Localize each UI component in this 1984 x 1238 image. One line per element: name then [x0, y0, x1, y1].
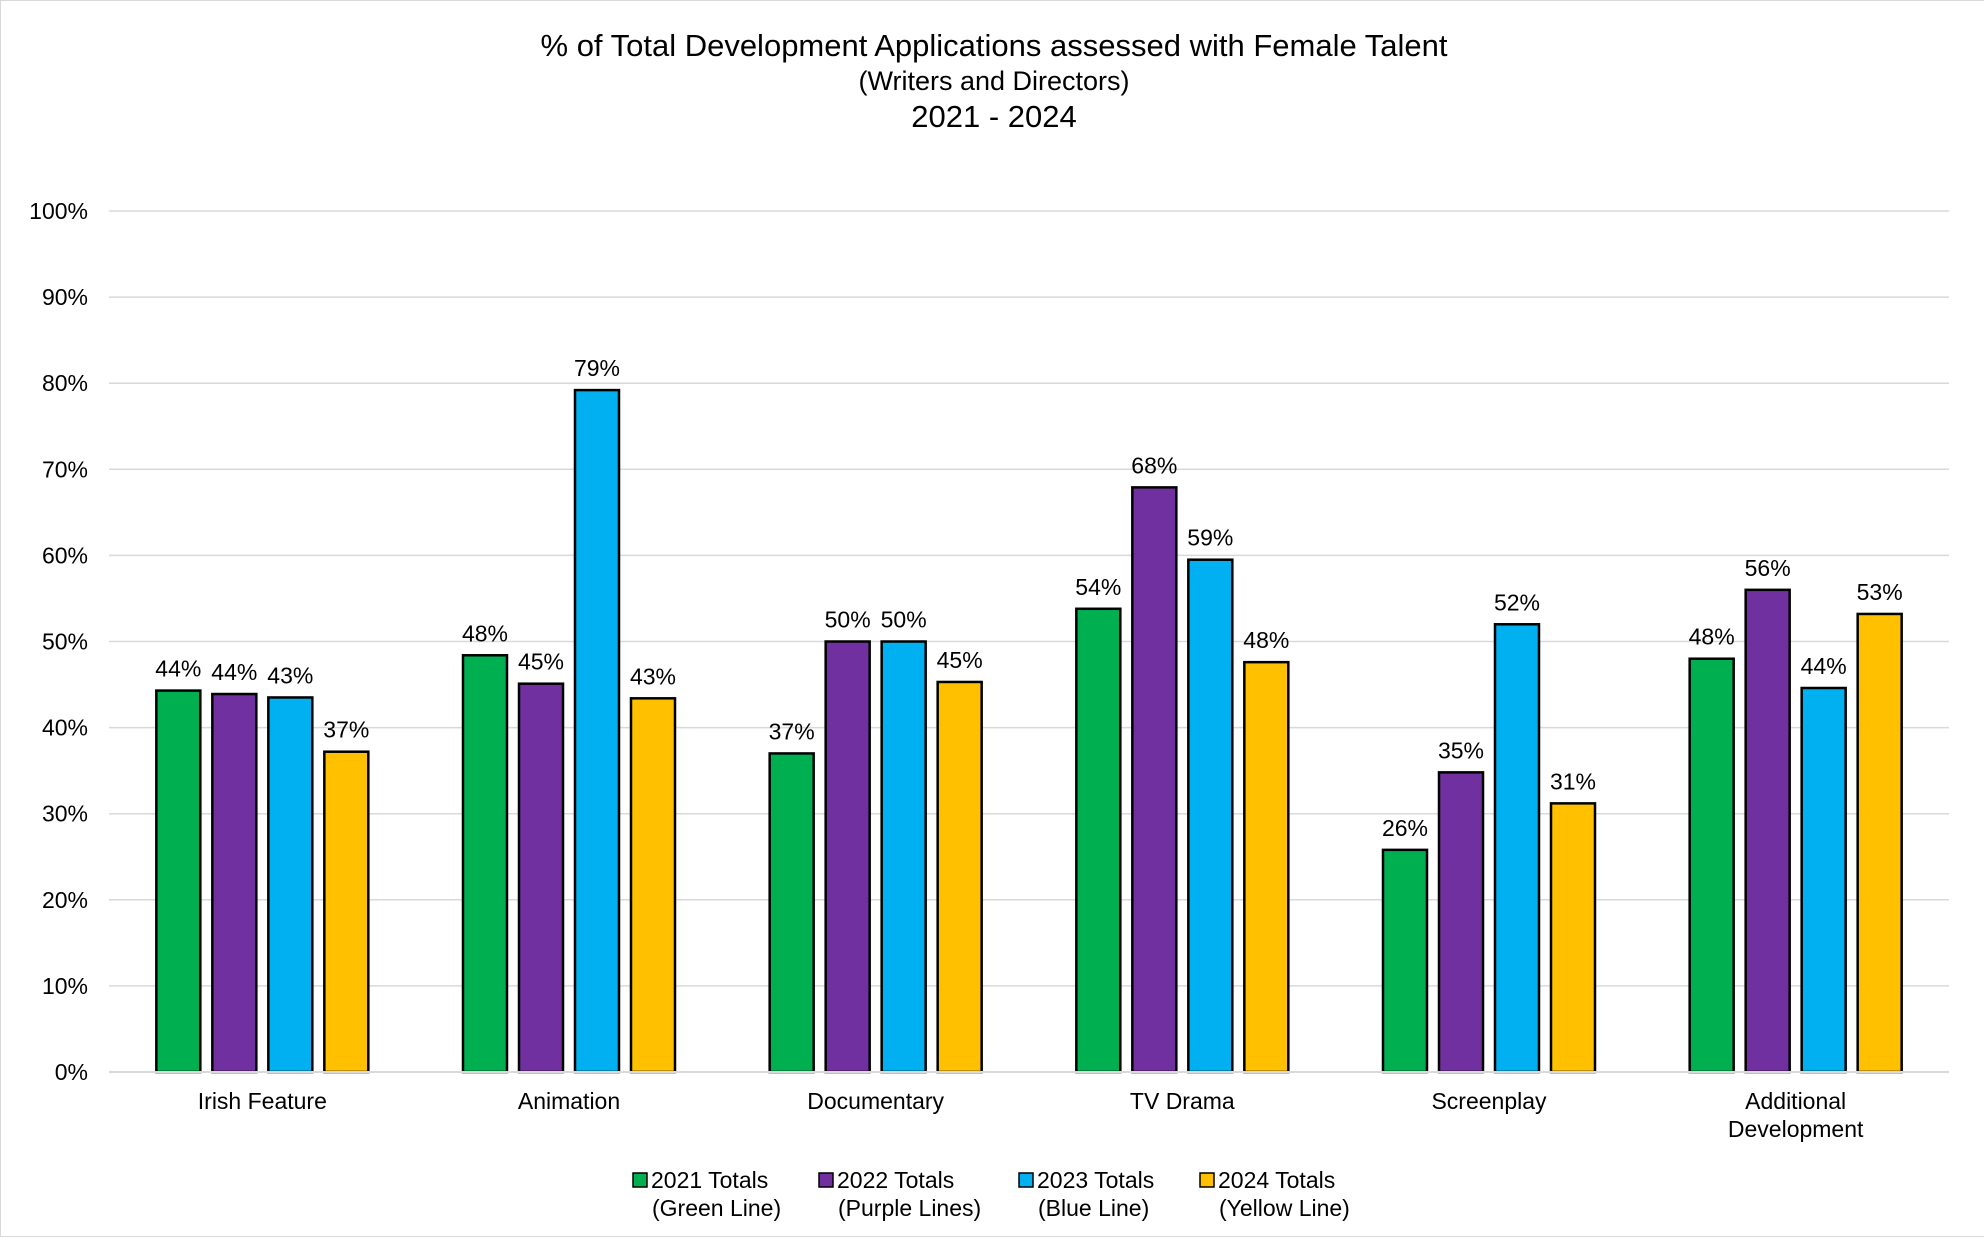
- bar: [936, 680, 983, 1074]
- data-label: 43%: [630, 663, 676, 689]
- category-label: Screenplay: [1431, 1088, 1547, 1114]
- data-label: 44%: [155, 656, 201, 682]
- y-tick-label: 80%: [42, 370, 88, 396]
- y-tick-label: 60%: [42, 542, 88, 568]
- data-label: 26%: [1382, 815, 1428, 841]
- data-label: 43%: [267, 662, 313, 688]
- legend-swatch: [632, 1172, 648, 1188]
- bar: [461, 654, 509, 1074]
- bar: [155, 689, 202, 1074]
- bar: [1856, 612, 1903, 1074]
- y-tick-label: 50%: [42, 629, 88, 655]
- legend-label: (Blue Line): [1038, 1195, 1149, 1221]
- x-axis-category-labels: Irish Feature Animation Documentary TV Dram…: [198, 1088, 1864, 1142]
- bar: [1800, 686, 1847, 1074]
- legend-label: (Green Line): [652, 1195, 781, 1221]
- data-label: 68%: [1131, 452, 1177, 478]
- bar: [517, 682, 565, 1074]
- legend: 2021 Totals(Green Line) 2022 Totals(Purpl…: [632, 1167, 1350, 1221]
- y-axis-tick-labels: 0% 10% 20% 30% 40% 50% 60% 70% 80% 90% 100%: [29, 198, 88, 1085]
- data-label: 52%: [1494, 589, 1540, 615]
- legend-label: 2021 Totals: [651, 1167, 768, 1193]
- y-tick-label: 0%: [55, 1059, 88, 1085]
- bar: [1744, 588, 1791, 1074]
- data-label: 48%: [1689, 624, 1735, 650]
- data-label: 79%: [574, 355, 620, 381]
- data-label: 35%: [1438, 737, 1484, 763]
- chart-year-range: 2021 - 2024: [911, 99, 1076, 134]
- legend-label: 2024 Totals: [1218, 1167, 1335, 1193]
- bar: [880, 640, 927, 1074]
- bar: [629, 697, 677, 1074]
- legend-swatch: [1018, 1172, 1034, 1188]
- bar: [573, 388, 621, 1074]
- gridlines: [109, 210, 1949, 987]
- data-label: 45%: [518, 649, 564, 675]
- bar: [768, 752, 815, 1074]
- bar: [1075, 607, 1122, 1074]
- data-labels: 44% 44% 43% 37% 48% 45% 79% 43% 37% 50% 50% 45% 54% 6…: [155, 355, 1902, 841]
- legend-label: (Yellow Line): [1219, 1195, 1350, 1221]
- bars: [155, 388, 1903, 1074]
- bar: [1187, 558, 1234, 1074]
- bar: [1549, 802, 1597, 1074]
- legend-swatch: [1199, 1172, 1215, 1188]
- chart-subtitle: (Writers and Directors): [858, 66, 1129, 96]
- y-tick-label: 30%: [42, 801, 88, 827]
- y-tick-label: 40%: [42, 715, 88, 741]
- category-label: Development: [1728, 1116, 1864, 1142]
- data-label: 56%: [1745, 555, 1791, 581]
- data-label: 37%: [769, 718, 815, 744]
- data-label: 53%: [1857, 579, 1903, 605]
- data-label: 54%: [1075, 574, 1121, 600]
- category-label: TV Drama: [1130, 1088, 1235, 1114]
- bar: [1243, 660, 1290, 1074]
- data-label: 44%: [211, 659, 257, 685]
- category-label: Irish Feature: [198, 1088, 327, 1114]
- category-label: Animation: [518, 1088, 620, 1114]
- bar: [267, 696, 314, 1074]
- data-label: 45%: [937, 647, 983, 673]
- bar: [1493, 623, 1541, 1074]
- legend-label: 2022 Totals: [837, 1167, 954, 1193]
- y-tick-label: 70%: [42, 456, 88, 482]
- bar: [1131, 486, 1178, 1074]
- chart-title-group: % of Total Development Applications asse…: [541, 28, 1448, 134]
- legend-label: 2023 Totals: [1037, 1167, 1154, 1193]
- data-label: 48%: [462, 620, 508, 646]
- bar: [1688, 657, 1735, 1074]
- data-label: 48%: [1243, 627, 1289, 653]
- legend-label: (Purple Lines): [838, 1195, 981, 1221]
- chart-title: % of Total Development Applications asse…: [541, 28, 1448, 63]
- category-label: Additional: [1745, 1088, 1846, 1114]
- data-label: 50%: [825, 607, 871, 633]
- category-label: Documentary: [807, 1088, 944, 1114]
- data-label: 44%: [1801, 653, 1847, 679]
- bar: [1381, 848, 1429, 1074]
- bar: [1437, 771, 1485, 1074]
- y-tick-label: 10%: [42, 973, 88, 999]
- bar: [323, 750, 370, 1074]
- data-label: 31%: [1550, 768, 1596, 794]
- data-label: 59%: [1187, 525, 1233, 551]
- bar: [211, 692, 258, 1074]
- y-tick-label: 90%: [42, 284, 88, 310]
- data-label: 37%: [323, 717, 369, 743]
- data-label: 50%: [881, 607, 927, 633]
- bar: [824, 640, 871, 1074]
- legend-swatch: [818, 1172, 834, 1188]
- y-tick-label: 100%: [29, 198, 88, 224]
- y-tick-label: 20%: [42, 887, 88, 913]
